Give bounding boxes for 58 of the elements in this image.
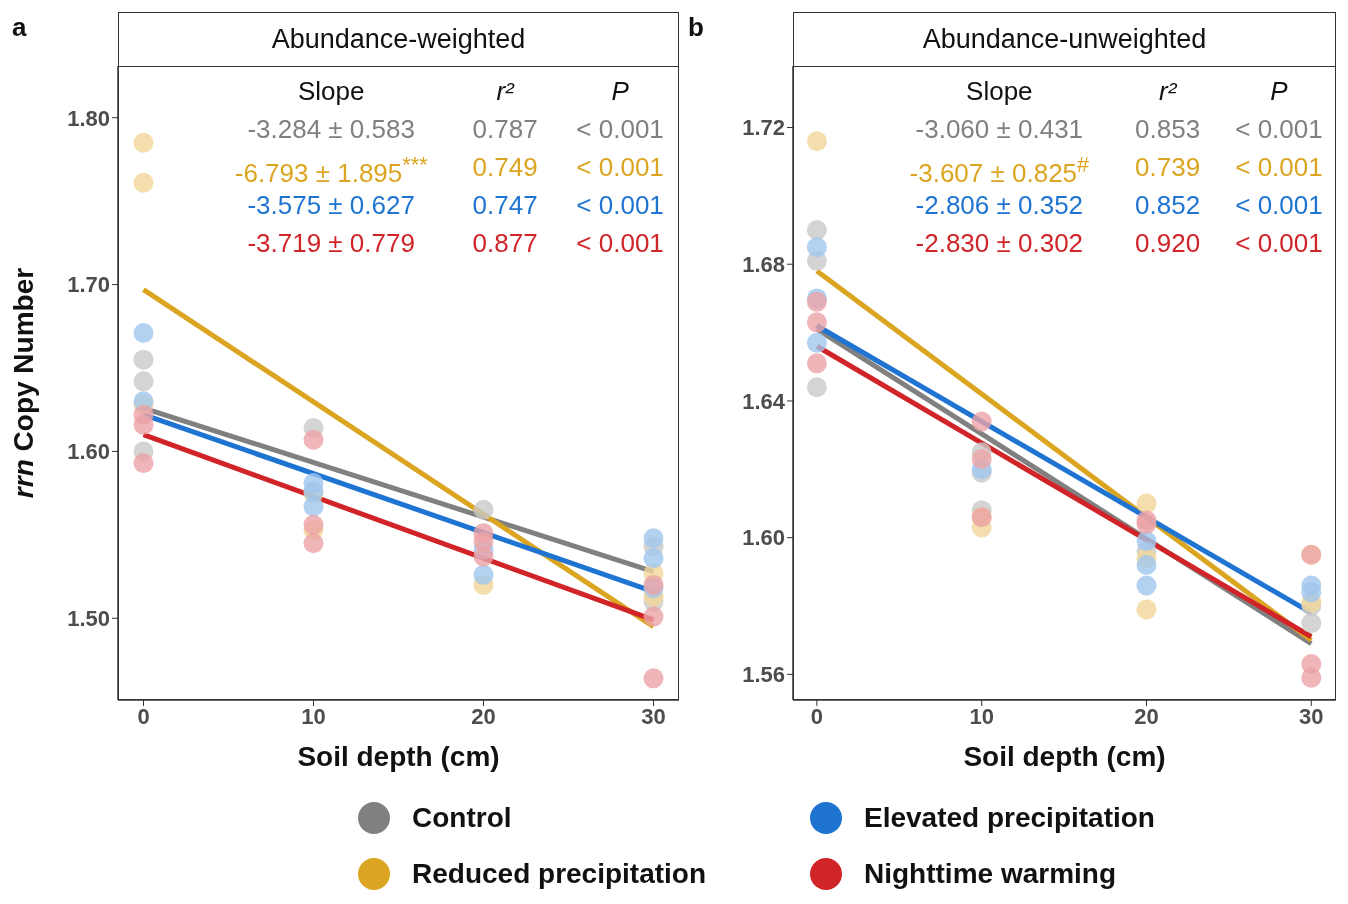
annotation: 0.787 xyxy=(472,114,538,144)
annotation: < 0.001 xyxy=(1235,228,1323,258)
x-axis-title: Soil depth (cm) xyxy=(297,741,500,772)
y-tick-label: 1.64 xyxy=(742,388,786,414)
y-tick-label: 1.56 xyxy=(742,662,785,688)
annotation: Slope xyxy=(297,76,365,106)
annotation: < 0.001 xyxy=(1235,190,1323,220)
annotation: < 0.001 xyxy=(576,228,664,258)
annotation: -2.806 ± 0.352 xyxy=(915,190,1084,220)
legend-label: Control xyxy=(412,802,512,834)
annotation: 0.852 xyxy=(1135,190,1201,220)
x-tick-label: 10 xyxy=(301,703,326,729)
legend-label: Elevated precipitation xyxy=(864,802,1155,834)
annotation: 0.853 xyxy=(1135,114,1201,144)
x-tick-label: 20 xyxy=(471,703,496,729)
text: a xyxy=(12,12,27,42)
annotation: -3.575 ± 0.627 xyxy=(247,190,415,220)
annotation: -3.719 ± 0.779 xyxy=(247,228,415,258)
y-tick-label: 1.80 xyxy=(67,105,110,131)
annotation: Slope xyxy=(966,76,1033,106)
x-tick-label: 30 xyxy=(641,703,666,729)
y-tick-label: 1.72 xyxy=(742,115,785,141)
legend-label: Nighttime warming xyxy=(864,858,1117,890)
y-tick-label: 1.60 xyxy=(742,525,785,551)
annotation: r² xyxy=(496,76,514,106)
y-axis-title: rrn Copy Number xyxy=(8,267,39,499)
annotation: -3.607 ± 0.825$^{#}$ xyxy=(909,152,1090,188)
y-tick-label: 1.60 xyxy=(67,439,110,465)
annotation: < 0.001 xyxy=(576,190,664,220)
annotation: 0.739 xyxy=(1135,152,1201,182)
annotation: -3.060 ± 0.431 xyxy=(915,114,1084,144)
legend-label: Reduced precipitation xyxy=(412,858,707,890)
annotation: 0.747 xyxy=(472,190,538,220)
x-tick-label: 10 xyxy=(969,703,994,729)
y-tick-label: 1.50 xyxy=(67,606,110,632)
chart-title: Abundance-weighted xyxy=(271,24,526,55)
x-tick-label: 20 xyxy=(1134,703,1159,729)
annotation: 0.749 xyxy=(472,152,538,182)
annotation: P xyxy=(611,76,629,106)
annotation: < 0.001 xyxy=(1235,114,1323,144)
annotation: P xyxy=(1270,76,1288,106)
x-axis-title: Soil depth (cm) xyxy=(963,741,1166,772)
y-tick-label: 1.70 xyxy=(67,272,110,298)
x-tick-label: 0 xyxy=(137,703,150,729)
y-tick-label: 1.68 xyxy=(742,252,785,278)
annotation: < 0.001 xyxy=(576,152,664,182)
annotation: -6.793 ± 1.895$^{***}$ xyxy=(234,152,428,188)
annotation: 0.920 xyxy=(1135,228,1201,258)
annotation: 0.877 xyxy=(472,228,538,258)
annotation: < 0.001 xyxy=(1235,152,1323,182)
text: b xyxy=(688,12,704,42)
chart-title: Abundance-unweighted xyxy=(922,24,1207,55)
annotation: r² xyxy=(1158,76,1177,106)
x-tick-label: 0 xyxy=(810,703,824,729)
annotation: -2.830 ± 0.302 xyxy=(915,228,1084,258)
annotation: < 0.001 xyxy=(576,114,664,144)
x-tick-label: 30 xyxy=(1299,703,1324,729)
annotation: -3.284 ± 0.583 xyxy=(247,114,415,144)
